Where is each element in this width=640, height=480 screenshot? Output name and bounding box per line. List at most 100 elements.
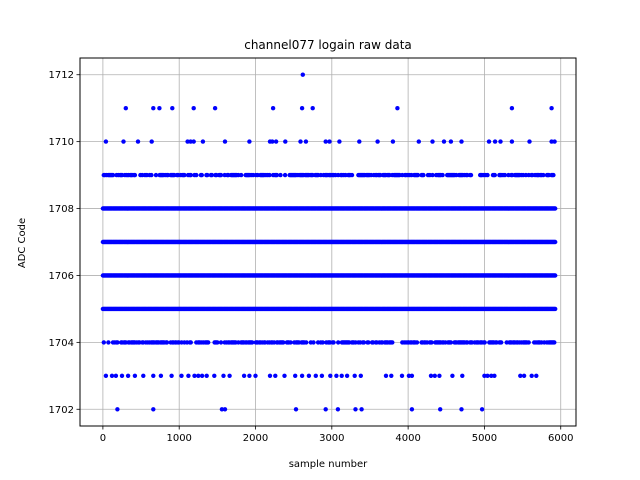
data-point [553, 206, 558, 211]
data-point [468, 172, 474, 178]
x-tick-label: 0 [100, 433, 106, 444]
data-point [299, 373, 305, 378]
data-point [151, 407, 156, 412]
data-point [492, 373, 497, 378]
data-point [103, 373, 109, 378]
data-point [492, 139, 498, 144]
data-point [182, 172, 187, 178]
data-point [222, 407, 228, 412]
data-point [119, 373, 125, 378]
data-point [336, 340, 341, 345]
data-point [141, 373, 146, 378]
data-point [459, 407, 464, 412]
data-point [282, 172, 288, 178]
data-point [239, 172, 244, 178]
data-point [421, 172, 426, 178]
data-point [253, 373, 258, 378]
data-point [219, 407, 225, 412]
data-point [414, 340, 420, 345]
data-point [250, 340, 255, 345]
data-point [267, 373, 273, 378]
data-point [428, 373, 434, 378]
data-point [199, 373, 205, 378]
data-point [450, 373, 455, 378]
data-point [390, 340, 395, 345]
x-tick-label: 6000 [548, 433, 573, 444]
y-tick-label: 1704 [49, 338, 74, 349]
data-point [188, 172, 193, 178]
data-point [212, 373, 217, 378]
data-point [241, 373, 247, 378]
y-tick-label: 1710 [49, 137, 74, 148]
data-point [429, 340, 434, 345]
data-point [339, 373, 344, 378]
data-point [549, 106, 554, 111]
data-point [215, 340, 220, 345]
data-point [334, 373, 339, 378]
data-point [529, 373, 534, 378]
data-point [527, 139, 532, 144]
data-point [204, 373, 209, 378]
data-point [191, 106, 196, 111]
x-tick-label: 1000 [166, 433, 191, 444]
data-point [273, 373, 278, 378]
data-point [151, 373, 156, 378]
chart-title: channel077 logain raw data [244, 38, 412, 52]
data-point [492, 172, 497, 178]
data-point [125, 373, 131, 378]
data-point [310, 106, 315, 111]
data-point [486, 139, 492, 144]
data-point [552, 139, 557, 144]
data-point [194, 172, 199, 178]
data-point [132, 373, 138, 378]
data-point [103, 139, 109, 144]
data-point [149, 172, 154, 178]
data-point [323, 407, 328, 412]
data-point [293, 407, 299, 412]
data-point [534, 373, 539, 378]
data-point [498, 139, 503, 144]
data-point [509, 106, 515, 111]
data-point [135, 139, 141, 144]
data-point [331, 340, 336, 345]
data-point [482, 373, 487, 378]
data-point [247, 373, 252, 378]
data-point [323, 139, 328, 144]
data-point [482, 340, 487, 345]
data-point [188, 139, 193, 144]
data-point [115, 407, 120, 412]
data-point [221, 373, 226, 378]
data-point [200, 139, 206, 144]
x-tick-label: 2000 [243, 433, 268, 444]
data-point [199, 172, 204, 178]
plot-frame [79, 57, 577, 427]
data-point [320, 340, 325, 345]
data-point [521, 373, 527, 378]
data-point [288, 340, 293, 345]
data-point [157, 106, 162, 111]
data-point [390, 139, 396, 144]
data-point [432, 373, 437, 378]
data-point [518, 373, 523, 378]
data-point [438, 407, 443, 412]
x-tick-label: 4000 [395, 433, 420, 444]
y-tick-label: 1708 [49, 204, 74, 215]
data-point [399, 373, 405, 378]
data-point [327, 139, 332, 144]
data-point [151, 106, 156, 111]
data-point [358, 373, 363, 378]
y-tick-label: 1712 [49, 70, 74, 81]
x-axis: 0 1000 2000 3000 4000 5000 6000 [100, 426, 573, 444]
data-point [132, 172, 138, 178]
data-point [222, 139, 228, 144]
data-point [499, 340, 504, 345]
data-point [179, 373, 184, 378]
data-point [209, 172, 215, 178]
data-point [123, 106, 128, 111]
data-point [509, 139, 515, 144]
data-point [304, 340, 309, 345]
x-tick-label: 5000 [472, 433, 497, 444]
data-point [170, 106, 175, 111]
data-point [192, 373, 197, 378]
data-point [186, 373, 191, 378]
